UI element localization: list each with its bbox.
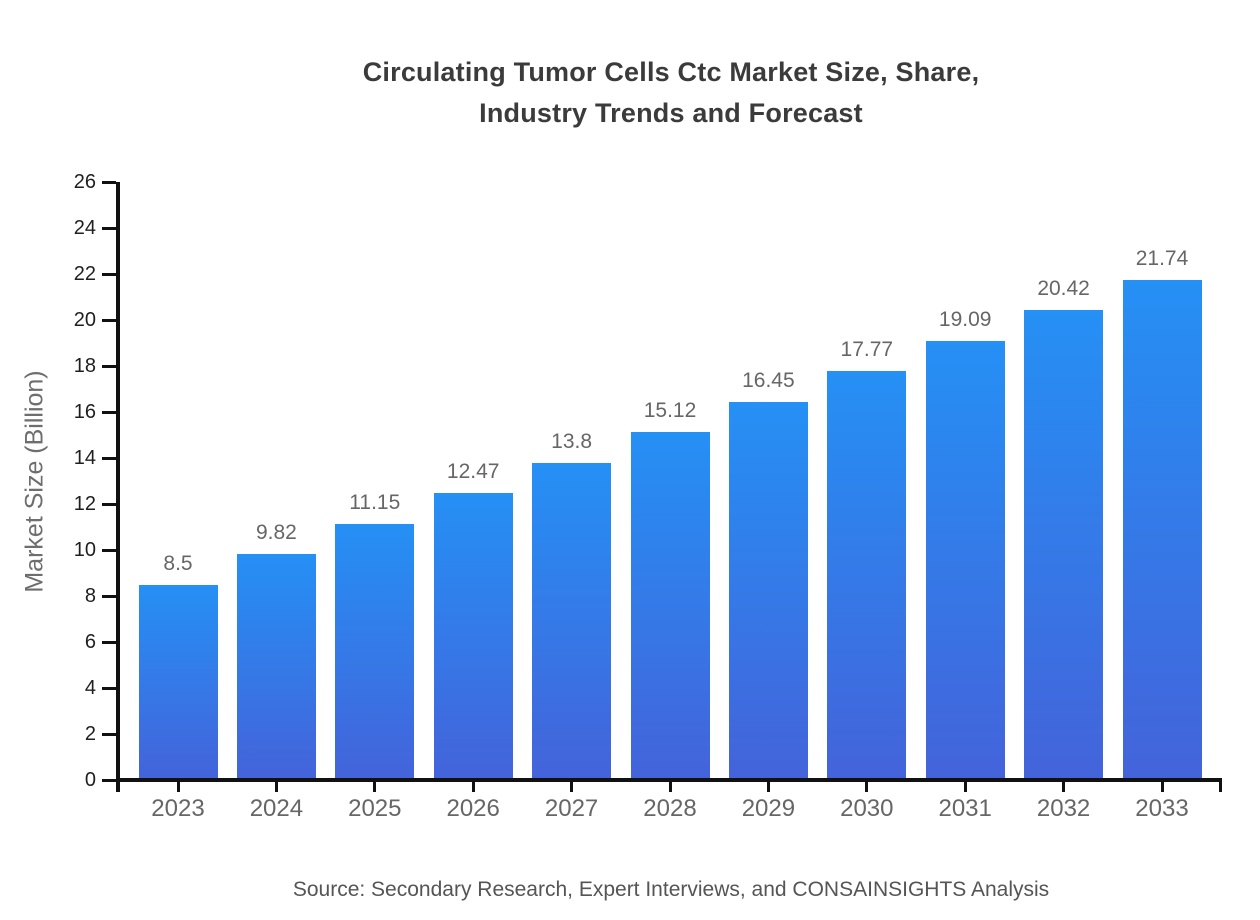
x-tick-label: 2030 [840,795,894,822]
bar [925,340,1005,780]
x-tick-label: 2028 [643,795,697,822]
y-tick-mark [102,318,116,322]
x-axis-end-tick [1219,780,1222,792]
bar-value-label: 13.8 [551,429,593,453]
x-tick-mark [373,780,377,792]
bar [532,462,612,780]
chart-title-line-1: Circulating Tumor Cells Ctc Market Size,… [362,57,980,87]
y-tick-label: 2 [84,723,96,745]
y-tick-label: 26 [73,171,96,193]
bar-value-label: 11.15 [349,490,401,514]
bar-value-label: 12.47 [446,460,500,484]
bar [433,493,513,780]
x-tick-label: 2023 [151,795,205,822]
x-tick-mark [668,780,672,792]
x-tick-mark [176,780,180,792]
source-note: Source: Secondary Research, Expert Inter… [292,878,1050,901]
y-tick-label: 18 [73,355,96,377]
y-tick-mark [102,778,116,782]
x-tick-label: 2033 [1135,795,1189,822]
y-tick-mark [102,686,116,690]
bar-value-label: 21.74 [1135,246,1189,270]
y-tick-mark [102,410,116,414]
y-tick-label: 10 [73,539,96,561]
x-tick-mark [1062,780,1066,792]
y-tick-label: 16 [73,401,96,423]
y-tick-mark [102,456,116,460]
y-tick-mark [102,732,116,736]
y-tick-label: 8 [84,585,96,607]
x-tick-label: 2032 [1036,795,1091,822]
chart-title: Circulating Tumor Cells Ctc Market Size,… [120,52,1222,134]
x-tick-label: 2024 [249,795,304,822]
x-tick-mark [274,780,278,792]
x-tick-mark [766,780,770,792]
y-tick-label: 0 [84,769,96,791]
y-tick-mark [102,364,116,368]
x-tick-mark [471,780,475,792]
bar [335,523,415,780]
chart-title-line-2: Industry Trends and Forecast [479,98,863,128]
y-tick-label: 12 [73,493,96,515]
bar-value-label: 17.77 [840,338,894,362]
y-tick-mark [102,502,116,506]
y-tick-label: 22 [73,263,96,285]
bar-value-label: 19.09 [938,307,992,331]
y-tick-label: 4 [84,677,96,699]
bar [827,371,907,780]
x-tick-label: 2025 [348,795,402,822]
x-axis-line [116,778,1222,782]
bar-value-label: 9.82 [255,521,297,545]
y-tick-mark [102,226,116,230]
y-tick-label: 14 [73,447,96,469]
y-tick-mark [102,594,116,598]
x-tick-mark [865,780,869,792]
x-tick-label: 2031 [938,795,992,822]
y-tick-label: 24 [73,217,96,239]
x-tick-label: 2026 [446,795,500,822]
bar-value-label: 20.42 [1037,277,1090,301]
y-axis-line [116,182,120,792]
y-tick-mark [102,272,116,276]
y-tick-label: 6 [84,631,96,653]
y-tick-mark [102,180,116,184]
x-tick-label: 2027 [544,795,599,822]
bar [236,554,316,780]
bar [1122,279,1202,780]
bar-value-label: 8.5 [163,551,193,575]
bar [138,584,218,780]
bar [1024,310,1104,780]
x-tick-mark [570,780,574,792]
x-tick-mark [963,780,967,792]
bar [630,432,710,780]
bar [728,401,808,780]
y-tick-mark [102,640,116,644]
y-tick-mark [102,548,116,552]
bar-value-label: 16.45 [742,368,795,392]
x-tick-label: 2029 [741,795,796,822]
y-tick-label: 20 [73,309,96,331]
bar-value-label: 15.12 [643,399,697,423]
x-tick-mark [1160,780,1164,792]
